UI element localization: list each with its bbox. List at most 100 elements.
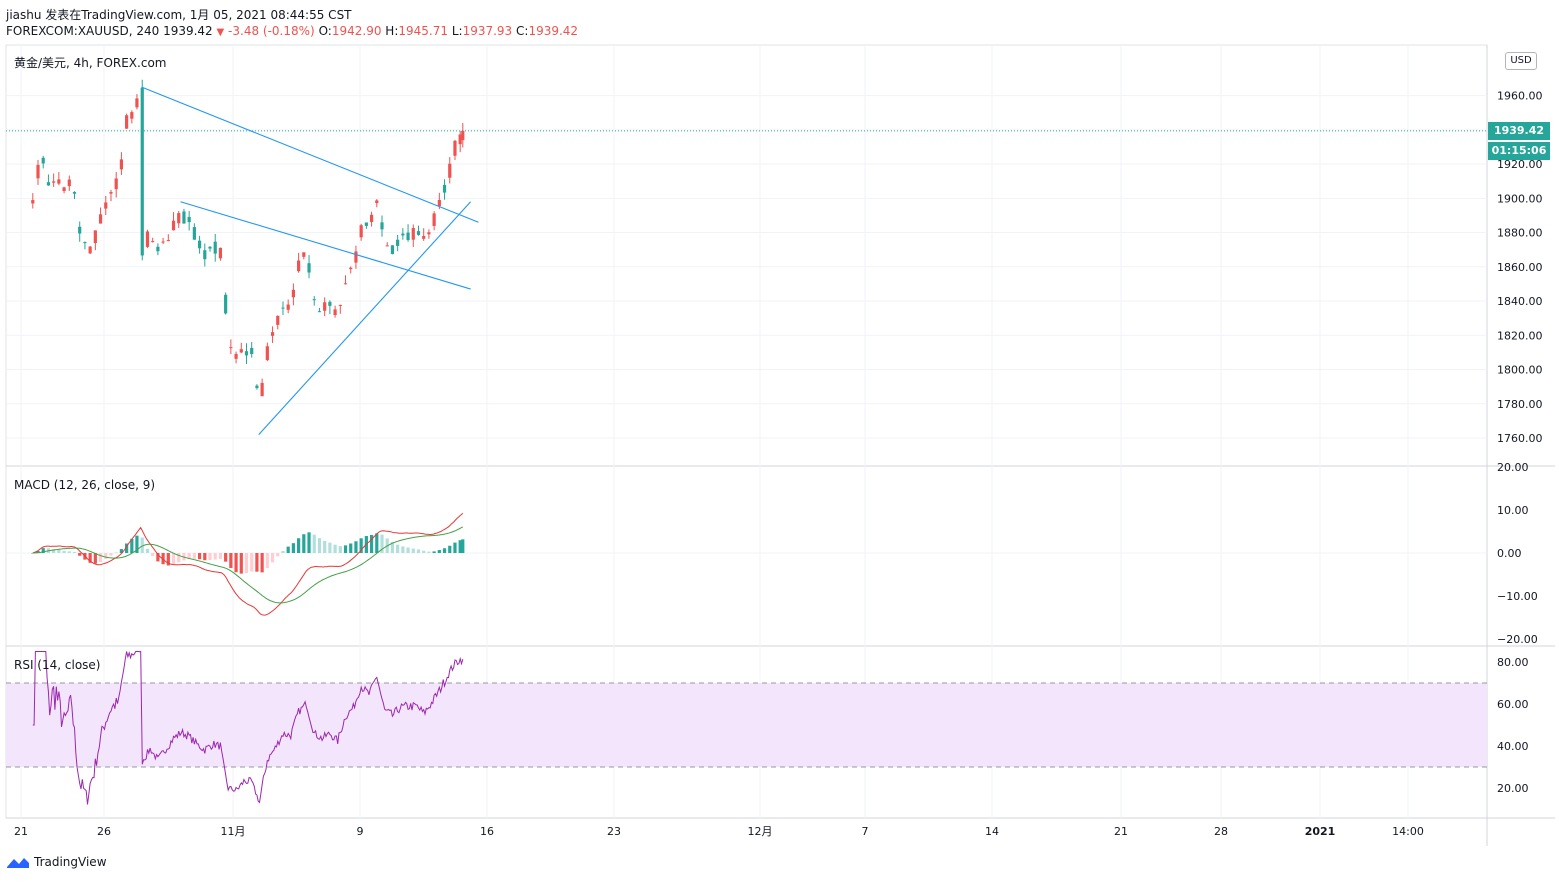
candle-body: [448, 163, 452, 178]
candle-body: [161, 241, 165, 243]
macd-histogram-bar: [140, 537, 144, 553]
candle-body: [281, 307, 285, 309]
rsi-tick-label: 60.00: [1497, 698, 1529, 711]
macd-tick-label: −20.00: [1497, 633, 1538, 646]
candle-body: [171, 220, 176, 231]
candle-body: [78, 226, 82, 234]
candle-body: [224, 294, 228, 314]
candle-body: [255, 385, 259, 389]
macd-histogram-bar: [31, 553, 35, 554]
candle-body: [67, 179, 71, 187]
macd-histogram-bar: [401, 546, 405, 553]
macd-histogram-bar: [41, 548, 45, 553]
macd-tick-label: −10.00: [1497, 590, 1538, 603]
macd-histogram-bar: [109, 553, 113, 556]
macd-histogram-bar: [260, 553, 264, 573]
candle-body: [130, 112, 134, 119]
macd-histogram-bar: [78, 553, 82, 556]
trendline: [180, 201, 471, 290]
macd-pane: [6, 512, 1487, 616]
macd-histogram-bar: [286, 546, 290, 553]
candle-body: [239, 349, 243, 353]
candle-body: [297, 260, 301, 272]
candle-body: [270, 332, 275, 336]
candle-body: [57, 179, 61, 184]
candle-body: [83, 242, 87, 244]
price-tick-label: 1860.00: [1497, 261, 1543, 274]
candle-body: [422, 236, 426, 239]
tradingview-logo-icon: [7, 858, 29, 868]
macd-histogram-bar: [291, 543, 295, 553]
macd-histogram-bar: [192, 553, 196, 559]
macd-tick-label: 20.00: [1497, 461, 1529, 474]
candle-body: [244, 351, 249, 356]
candle-body: [349, 267, 353, 270]
candle-body: [291, 289, 295, 298]
time-tick-label: 14:00: [1392, 825, 1424, 838]
candle-body: [98, 214, 103, 224]
macd-histogram-bar: [72, 551, 77, 553]
macd-histogram-bar: [406, 547, 410, 553]
macd-histogram-bar: [312, 534, 316, 553]
trendline: [258, 201, 472, 435]
macd-histogram-bar: [145, 548, 150, 553]
macd-histogram-bar: [197, 553, 202, 560]
high-label: H:: [385, 24, 399, 38]
macd-histogram-bar: [396, 544, 400, 553]
price-tick-label: 1800.00: [1497, 364, 1543, 377]
candle-body: [354, 251, 358, 263]
macd-histogram-bar: [203, 553, 207, 561]
macd-histogram-bar: [343, 545, 348, 553]
macd-histogram-bar: [328, 542, 332, 553]
rsi-pane: [6, 650, 1487, 805]
candle-body: [380, 222, 384, 230]
candle-body: [307, 263, 311, 273]
rsi-band: [6, 683, 1487, 767]
currency-button[interactable]: USD: [1505, 52, 1537, 70]
macd-tick-label: 0.00: [1497, 547, 1522, 560]
candle-body: [276, 315, 280, 325]
candle-body: [125, 115, 129, 129]
change-value: -3.48 (-0.18%): [228, 24, 315, 38]
macd-histogram-bar: [281, 551, 285, 553]
candle-body: [406, 232, 410, 240]
publication-line: jiashu 发表在TradingView.com, 1月 05, 2021 0…: [6, 8, 352, 22]
tradingview-brand[interactable]: TradingView: [6, 855, 107, 869]
time-tick-label: 2021: [1305, 825, 1336, 838]
macd-histogram-bar: [349, 543, 353, 553]
macd-histogram-bar: [177, 553, 181, 563]
candle-body: [114, 178, 118, 190]
candle-body: [260, 382, 264, 397]
symbol-label[interactable]: FOREXCOM:XAUUSD, 240: [6, 24, 160, 38]
candle-body: [458, 134, 462, 145]
candle-body: [461, 130, 465, 141]
candle-body: [411, 228, 415, 240]
price-tick-label: 1960.00: [1497, 90, 1543, 103]
macd-histogram-bar: [88, 553, 92, 563]
last-price: 1939.42: [163, 24, 213, 38]
macd-histogram-bar: [317, 538, 322, 553]
time-tick-label: 28: [1214, 825, 1228, 838]
macd-histogram-bar: [270, 553, 275, 563]
macd-histogram-bar: [255, 553, 259, 572]
macd-histogram-bar: [151, 553, 155, 556]
macd-histogram-bar: [380, 534, 384, 553]
brand-label: TradingView: [34, 855, 107, 869]
time-tick-label: 26: [97, 825, 111, 838]
candle-body: [343, 283, 348, 285]
price-tick-label: 1760.00: [1497, 432, 1543, 445]
macd-histogram-bar: [416, 549, 421, 553]
candle-body: [213, 241, 217, 254]
price-tick-label: 1840.00: [1497, 295, 1543, 308]
candle-body: [333, 309, 337, 316]
macd-histogram-bar: [62, 550, 66, 553]
candle-body: [41, 157, 45, 164]
macd-histogram-bar: [302, 534, 306, 553]
time-tick-label: 16: [480, 825, 494, 838]
candle-body: [119, 159, 124, 170]
time-tick-label: 11月: [221, 825, 246, 838]
macd-histogram-bar: [427, 551, 431, 553]
macd-histogram-bar: [98, 553, 103, 563]
macd-histogram-bar: [114, 552, 118, 553]
